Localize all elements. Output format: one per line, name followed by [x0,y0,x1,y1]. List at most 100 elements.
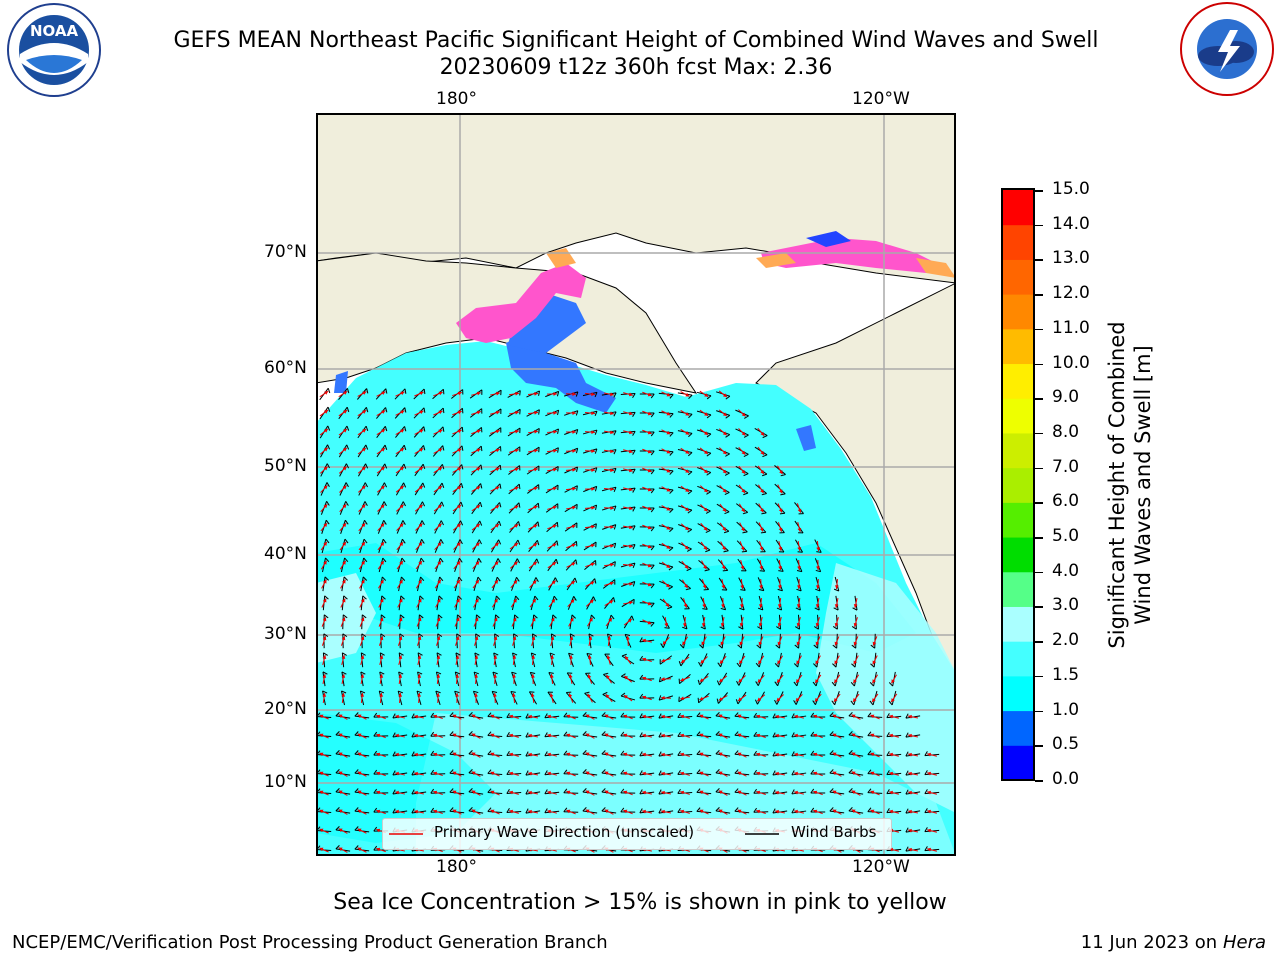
wind-barb-flag [437,633,443,638]
wave-arrow-head [722,507,727,512]
wave-arrow-head [666,468,671,473]
wave-arrow-head [566,790,571,795]
wind-barb-flag [796,570,803,573]
wave-arrow-head [438,448,443,452]
wave-arrow-head [585,771,590,775]
wave-arrow-head [587,655,592,659]
wind-barb-flag [346,388,350,394]
wave-arrow-head [756,771,761,776]
sea-ice-bering [456,263,586,343]
wave-arrow-head [360,693,365,697]
wind-barb-flag [525,751,529,757]
wind-barb-flag [544,732,548,738]
wind-barb-flag [677,750,681,756]
wind-barb-flag [905,846,909,852]
wave-arrow-head [381,391,386,395]
wind-barb-flag [335,712,340,717]
wave-arrow-head [399,542,404,547]
wave-arrow-head [589,599,594,604]
wave-arrow-head [417,693,422,697]
wind-barb-flag [459,557,463,563]
wind-barb-flag [867,731,872,736]
wind-barb-flag [772,770,776,776]
wind-barb-flag [525,789,529,795]
wind-barb-flag [867,712,872,717]
wave-arrow-head [851,809,856,813]
wave-arrow-head [609,581,614,586]
wave-arrow-head [342,579,346,584]
wave-arrow-head [629,506,633,511]
wave-arrow-head [814,697,819,702]
wave-arrow-head [699,678,704,682]
wave-arrow-head [471,733,476,737]
wind-barb-flag [354,845,359,850]
wave-arrow-head [338,847,343,851]
wind-barb-flag [430,769,435,775]
wind-barb-flag [487,769,492,774]
wave-arrow-head [610,544,614,548]
wave-arrow-head [569,636,574,641]
wind-barb-flag [421,520,425,526]
wave-arrow-head [741,412,746,417]
wind-barb-flag [761,473,768,477]
wave-arrow-head [699,714,704,719]
wave-arrow-head [471,771,476,775]
wind-barb-flag [373,788,378,794]
wind-barb-flag [344,557,349,563]
wave-arrow-head [610,506,614,511]
wind-barb-flag [380,652,385,656]
wave-arrow-head [737,809,742,814]
wave-arrow-head [739,641,744,646]
wind-barb-flag [832,626,838,630]
wave-arrow-head [398,617,403,622]
wind-barb-flag [449,750,454,755]
colorbar-tick [1035,745,1043,747]
wave-arrow-head [566,809,571,814]
wind-barb-flag [905,751,909,757]
wind-barb-flag [686,568,692,572]
wind-barb-flag [886,713,890,718]
wave-arrow-head [456,542,461,547]
wave-arrow-head [455,674,460,678]
wind-barb-flag [669,432,674,437]
wind-barb-flag [886,751,890,756]
chart-subtitle: 20230609 t12z 360h fcst Max: 2.36 [439,55,833,80]
wave-arrow-head [474,655,479,659]
wave-arrow-head [605,694,610,699]
wind-barb-flag [831,681,836,687]
wave-arrow-head [433,714,438,719]
wave-arrow-head [741,431,746,436]
wave-arrow-head [566,752,571,757]
wind-barb-flag [632,487,636,493]
wind-barb-flag [506,713,510,718]
wind-barb-flag [734,750,739,755]
wave-arrow-head [680,677,685,682]
wave-arrow-head [647,620,652,625]
wind-barb-flag [632,544,636,550]
lat-label-40n: 40°N [264,544,307,564]
wave-arrow-head [532,580,537,585]
wave-arrow-head [757,697,762,702]
wave-arrow-head [610,430,614,435]
wave-arrow-head [851,790,856,794]
wind-barb-flag [791,713,795,719]
wave-arrow-head [437,561,442,566]
wave-arrow-head [380,466,385,471]
wind-barb-flag [430,807,435,813]
wave-arrow-head [775,714,779,719]
wind-barb-flag [354,769,359,774]
wave-arrow-head [456,598,460,603]
wind-barb-flag [833,607,839,611]
wind-barb-flag [791,808,795,814]
colorbar-tick [1035,328,1043,331]
wave-arrow-head [338,752,343,756]
wave-arrow-head [722,450,727,455]
wind-barb-flag [594,411,598,417]
wave-arrow-head [699,733,704,738]
wave-arrow-head [778,489,783,494]
wave-arrow-head [796,679,800,684]
wind-barb-flag [419,614,424,619]
wind-barb-flag [326,463,330,469]
wave-arrow-head [438,391,443,396]
wind-barb-flag [829,750,834,755]
